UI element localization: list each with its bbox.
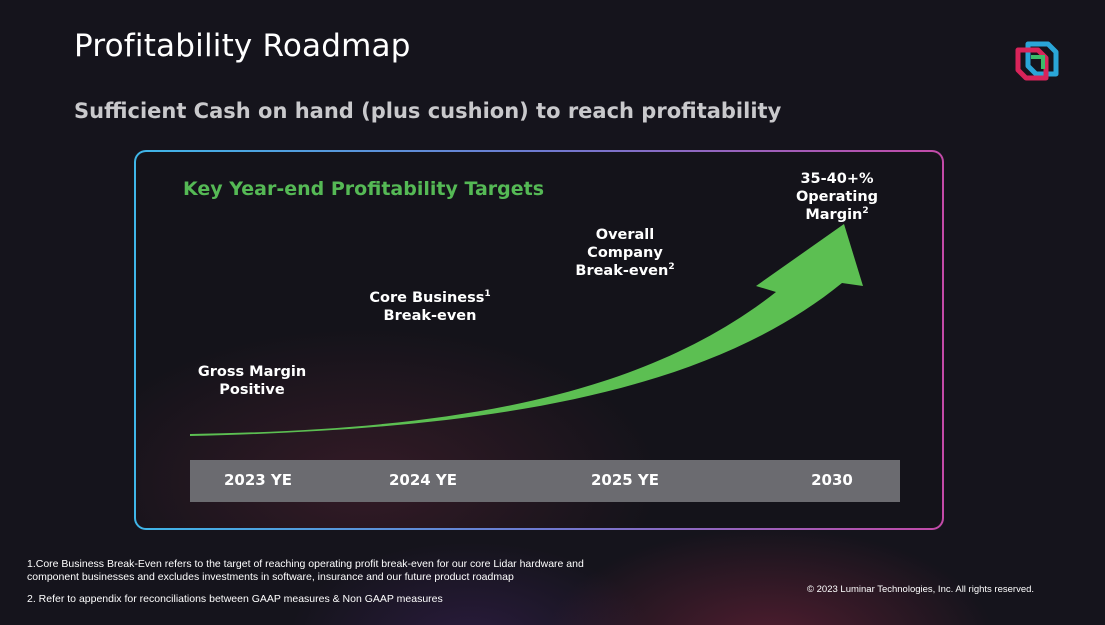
milestone-line: Core Business — [369, 290, 485, 306]
year-label: 2024 YE — [388, 471, 458, 489]
year-band: 2023 YE 2024 YE 2025 YE 2030 — [190, 460, 900, 502]
page-title: Profitability Roadmap — [74, 28, 411, 64]
growth-arrow-icon — [190, 224, 863, 436]
copyright: © 2023 Luminar Technologies, Inc. All ri… — [807, 584, 1035, 595]
roadmap-panel: Key Year-end Profitability Targets Gross… — [134, 150, 944, 530]
footnote-line: component businesses and excludes invest… — [27, 571, 514, 583]
milestone-operating-margin: 35-40+% Operating Margin2 — [772, 170, 902, 224]
subtitle: Sufficient Cash on hand (plus cushion) t… — [74, 99, 782, 123]
milestone-line: Gross Margin — [197, 364, 307, 380]
milestone-line: 35-40+% — [800, 171, 874, 187]
milestone-line: Positive — [219, 382, 285, 398]
milestone-core-break-even: Core Business1 Break-even — [365, 289, 495, 325]
year-label: 2023 YE — [223, 471, 293, 489]
milestone-company-break-even: Overall Company Break-even2 — [560, 226, 690, 280]
roadmap-panel-inner: Key Year-end Profitability Targets Gross… — [136, 152, 942, 528]
milestone-line: Operating — [795, 189, 879, 205]
footnote-2: 2. Refer to appendix for reconciliations… — [27, 593, 443, 605]
milestone-line: Break-even — [575, 263, 669, 279]
milestone-line: Break-even — [383, 308, 477, 324]
milestone-line: Overall — [595, 227, 655, 243]
milestone-gross-margin: Gross Margin Positive — [192, 363, 312, 399]
footnote-ref: 2 — [862, 206, 869, 217]
milestone-line: Company — [587, 245, 663, 261]
year-label: 2025 YE — [590, 471, 660, 489]
footnote-ref: 2 — [668, 262, 675, 273]
footnote-1: 1.Core Business Break-Even refers to the… — [27, 558, 584, 584]
year-label: 2030 — [811, 471, 853, 489]
targets-heading: Key Year-end Profitability Targets — [183, 178, 545, 200]
milestone-line: Margin — [805, 207, 863, 223]
luminar-cube-logo-icon — [1015, 41, 1059, 81]
footnote-line: 1.Core Business Break-Even refers to the… — [27, 558, 584, 570]
footnote-ref: 1 — [484, 289, 491, 300]
